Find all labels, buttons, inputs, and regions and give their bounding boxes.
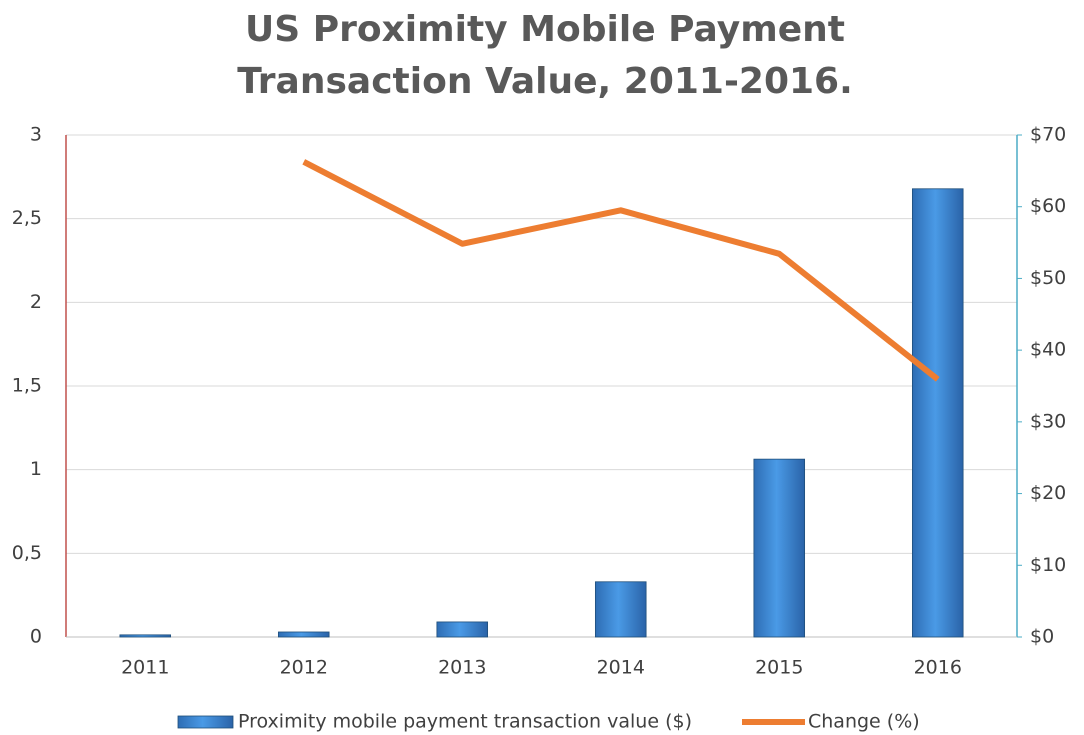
bar — [911, 188, 964, 638]
bar — [119, 634, 172, 638]
bar — [436, 621, 489, 638]
y2-tick-label: $70 — [1030, 124, 1066, 146]
bar — [594, 581, 647, 638]
y-tick-label: 0 — [30, 626, 42, 648]
x-tick-label: 2011 — [121, 657, 169, 679]
y2-tick-label: $40 — [1030, 339, 1066, 361]
y2-tick-label: $50 — [1030, 267, 1066, 289]
y-tick-label: 2,5 — [12, 207, 42, 229]
y2-tick-label: $30 — [1030, 410, 1066, 432]
bar — [753, 458, 806, 638]
legend-label: Change (%) — [808, 711, 920, 733]
y2-tick-label: $20 — [1030, 482, 1066, 504]
chart-title: US Proximity Mobile Payment Transaction … — [237, 9, 853, 102]
y-tick-label: 3 — [30, 124, 42, 146]
line — [302, 159, 940, 382]
y-tick-label: 2 — [30, 291, 42, 313]
bar — [277, 631, 330, 638]
x-tick-label: 2016 — [914, 657, 962, 679]
x-tick-label: 2013 — [438, 657, 486, 679]
y2-tick-label: $0 — [1030, 626, 1054, 648]
x-tick-label: 2014 — [597, 657, 645, 679]
x-tick-label: 2015 — [755, 657, 803, 679]
x-tick-label: 2012 — [280, 657, 328, 679]
y-tick-label: 1,5 — [12, 375, 42, 397]
legend-swatch — [177, 715, 234, 729]
y-tick-label: 1 — [30, 458, 42, 480]
legend-label: Proximity mobile payment transaction val… — [238, 711, 692, 733]
y2-tick-label: $60 — [1030, 195, 1066, 217]
y-tick-label: 0,5 — [12, 542, 42, 564]
y2-tick-label: $10 — [1030, 554, 1066, 576]
